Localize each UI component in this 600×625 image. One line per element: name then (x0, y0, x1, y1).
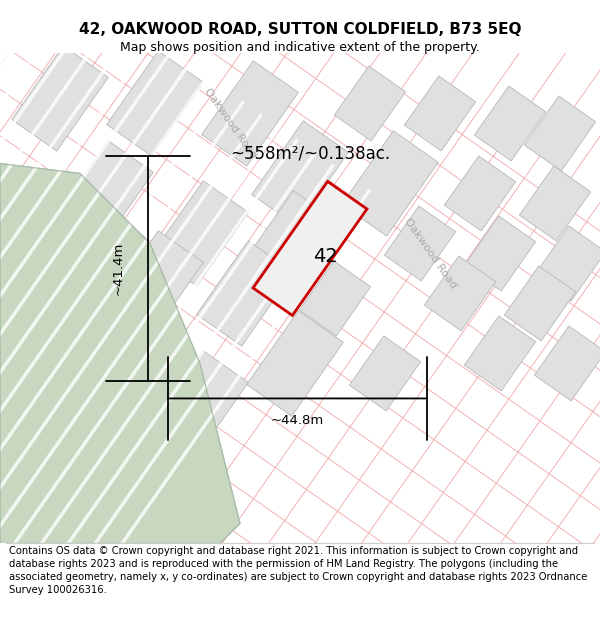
Polygon shape (56, 141, 154, 246)
Text: Map shows position and indicative extent of the property.: Map shows position and indicative extent… (120, 41, 480, 54)
Polygon shape (242, 191, 338, 296)
Polygon shape (520, 166, 590, 241)
Polygon shape (341, 131, 439, 236)
Polygon shape (107, 51, 203, 156)
Text: ~558m²/~0.138ac.: ~558m²/~0.138ac. (230, 144, 390, 162)
Polygon shape (505, 266, 575, 341)
Text: ~44.8m: ~44.8m (271, 414, 324, 427)
Text: Oakwood Road: Oakwood Road (402, 216, 458, 291)
Polygon shape (202, 61, 298, 166)
Polygon shape (11, 46, 109, 151)
Polygon shape (247, 311, 343, 416)
Polygon shape (251, 121, 349, 226)
Polygon shape (2, 191, 98, 296)
Text: 42, OAKWOOD ROAD, SUTTON COLDFIELD, B73 5EQ: 42, OAKWOOD ROAD, SUTTON COLDFIELD, B73 … (79, 22, 521, 38)
Polygon shape (334, 66, 406, 141)
Text: Oakwood Road: Oakwood Road (202, 86, 258, 161)
Polygon shape (535, 226, 600, 301)
Polygon shape (464, 316, 536, 391)
Polygon shape (299, 261, 371, 336)
Polygon shape (445, 156, 515, 231)
Polygon shape (424, 256, 496, 331)
Text: 42: 42 (313, 247, 337, 266)
Polygon shape (404, 76, 476, 151)
Polygon shape (152, 351, 248, 456)
Polygon shape (253, 181, 367, 316)
Polygon shape (349, 336, 421, 411)
Text: Contains OS data © Crown copyright and database right 2021. This information is : Contains OS data © Crown copyright and d… (9, 546, 587, 595)
Polygon shape (475, 86, 545, 161)
Polygon shape (197, 241, 293, 346)
Polygon shape (152, 181, 248, 286)
Polygon shape (464, 216, 536, 291)
Text: ~41.4m: ~41.4m (112, 242, 125, 295)
Polygon shape (524, 96, 596, 171)
Polygon shape (535, 326, 600, 401)
Polygon shape (107, 231, 203, 336)
Polygon shape (385, 206, 455, 281)
Polygon shape (0, 163, 240, 543)
